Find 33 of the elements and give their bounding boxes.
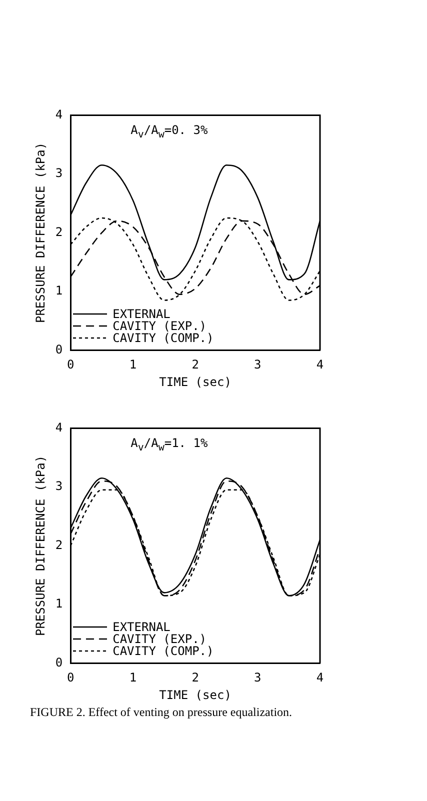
annotation: A$_{v}$/A$_{w}$=1. 1% <box>130 436 208 454</box>
y-tick-label: 3 <box>55 166 63 180</box>
y-tick-label: 2 <box>55 224 63 239</box>
legend-label: EXTERNAL <box>112 620 170 634</box>
x-tick-label: 3 <box>254 358 262 372</box>
x-tick-label: 0 <box>67 358 74 372</box>
legend-label: CAVITY (COMP.) <box>112 331 214 346</box>
x-tick-label: 4 <box>316 358 324 372</box>
y-tick-label: 4 <box>55 107 63 122</box>
x-axis-title: TIME (sec) <box>159 688 232 702</box>
caption: FIGURE 2. Effect of venting on pressure equalization. <box>30 705 294 720</box>
annotation: A$_{v}$/A$_{w}$=0. 3% <box>130 123 208 141</box>
y-tick-label: 3 <box>55 479 63 494</box>
x-tick-label: 2 <box>192 358 199 372</box>
x-tick-label: 1 <box>129 358 137 372</box>
y-tick-label: 4 <box>55 420 63 434</box>
legend-label: EXTERNAL <box>112 307 170 322</box>
y-tick-label: 0 <box>55 655 63 670</box>
y-axis-title: PRESSURE DIFFERENCE (kPa) <box>33 455 48 636</box>
y-axis-title: PRESSURE DIFFERENCE (kPa) <box>33 142 48 324</box>
legend-label: CAVITY (EXP.) <box>112 319 207 334</box>
y-tick-label: 1 <box>55 596 63 611</box>
x-tick-label: 0 <box>67 670 74 685</box>
legend-label: CAVITY (COMP.) <box>112 644 214 658</box>
x-tick-label: 1 <box>129 670 137 685</box>
y-tick-label: 2 <box>55 538 63 552</box>
x-tick-label: 3 <box>254 670 262 685</box>
legend-label: CAVITY (EXP.) <box>112 632 207 646</box>
x-tick-label: 4 <box>316 670 324 685</box>
y-tick-label: 1 <box>55 284 63 298</box>
x-axis-title: TIME (sec) <box>159 374 232 389</box>
y-tick-label: 0 <box>55 342 63 356</box>
x-tick-label: 2 <box>192 670 199 685</box>
